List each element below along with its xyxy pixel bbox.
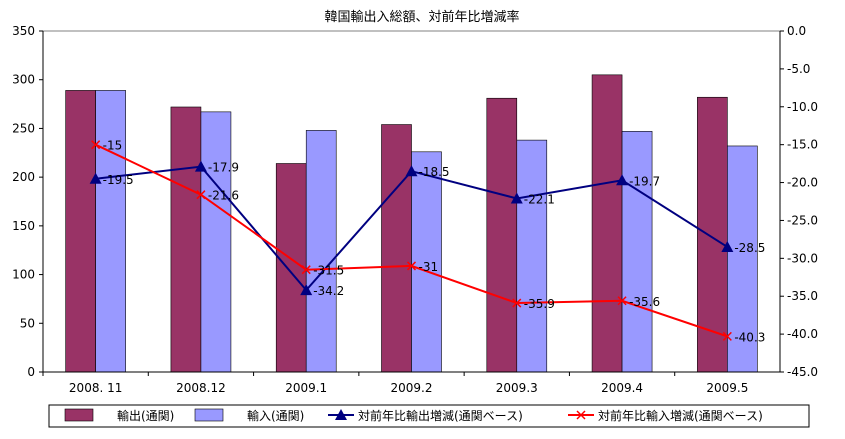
left-axis-tick-label: 350 (12, 24, 35, 38)
legend-x-marker (576, 410, 586, 420)
left-axis-tick-label: 200 (12, 170, 35, 184)
x-marker (301, 265, 311, 275)
x-marker (617, 296, 627, 306)
data-label: -31.5 (313, 264, 344, 278)
data-label: -22.1 (524, 192, 555, 206)
bar-import (516, 139, 548, 373)
bar-import (305, 130, 337, 373)
data-label: -15 (103, 139, 123, 153)
data-label: -28.5 (734, 241, 765, 255)
x-axis-tick-label: 2009.5 (706, 381, 748, 395)
x-axis-tick-label: 2009.4 (601, 381, 643, 395)
triangle-marker (405, 165, 418, 177)
data-label: -18.5 (419, 165, 450, 179)
bar-export (591, 74, 623, 373)
x-axis-tick-label: 2008.12 (176, 381, 226, 395)
x-axis-tick-label: 2008. 11 (69, 381, 122, 395)
x-axis-tick-label: 2009.2 (391, 381, 433, 395)
legend-label: 対前年比輸出増減(通関ベース) (358, 408, 523, 423)
bar-export (697, 96, 728, 373)
left-axis-tick-label: 100 (12, 268, 35, 282)
right-axis-tick-label: -45.0 (787, 365, 818, 379)
triangle-marker (194, 160, 207, 172)
bar-export (275, 163, 307, 373)
right-axis-tick-label: -10.0 (787, 100, 818, 114)
x-marker (406, 261, 417, 271)
x-marker (722, 331, 732, 341)
right-axis-tick-label: -25.0 (787, 213, 818, 227)
legend-triangle-marker (335, 409, 347, 420)
right-axis-tick-label: -20.0 (787, 176, 818, 190)
bar-import (727, 145, 758, 373)
bar-export (65, 90, 96, 373)
bar-import (621, 131, 653, 373)
triangle-marker (616, 174, 629, 186)
legend-label: 輸入(通関) (247, 408, 304, 423)
bar-import (200, 111, 232, 373)
triangle-marker (721, 240, 734, 252)
right-axis-tick-label: -35.0 (787, 289, 818, 303)
data-label: -31 (419, 260, 439, 274)
right-axis-tick-label: -5.0 (787, 62, 810, 76)
x-marker (512, 298, 522, 308)
data-label: -19.5 (103, 173, 134, 187)
triangle-marker (510, 192, 523, 204)
data-label: -19.7 (629, 174, 660, 188)
left-axis-tick-label: 0 (27, 365, 35, 379)
bar-export (486, 97, 518, 373)
triangle-marker (89, 172, 102, 184)
left-axis-tick-label: 50 (20, 316, 35, 330)
x-marker (91, 140, 101, 150)
data-label: -21.6 (208, 189, 239, 203)
legend-swatch (64, 408, 94, 422)
chart-title: 韓国輸出入総額、対前年比増減率 (324, 9, 519, 25)
left-axis-tick-label: 150 (12, 219, 35, 233)
bar-export (170, 106, 202, 373)
legend-label: 対前年比輸入増減(通関ベース) (598, 408, 763, 423)
legend-box (48, 404, 810, 428)
x-marker (196, 190, 206, 200)
left-axis-tick-label: 250 (12, 121, 35, 135)
bar-import (95, 90, 126, 373)
data-label: -35.6 (629, 295, 660, 309)
bar-export (381, 124, 412, 373)
data-label: -17.9 (208, 161, 239, 175)
x-axis-tick-label: 2009.1 (285, 381, 327, 395)
bar-import (411, 151, 442, 373)
right-axis-tick-label: -30.0 (787, 251, 818, 265)
data-label: -40.3 (734, 330, 765, 344)
data-label: -34.2 (313, 284, 344, 298)
legend-swatch (194, 408, 224, 422)
x-axis-tick-label: 2009.3 (496, 381, 538, 395)
legend: 輸出(通関) 輸入(通関) 対前年比輸出増減(通関ベース) 対前年比輸入増減(通関ベー… (48, 404, 810, 428)
left-axis-tick-label: 300 (12, 73, 35, 87)
right-axis-tick-label: -40.0 (787, 327, 818, 341)
right-axis-tick-label: -15.0 (787, 138, 818, 152)
legend-label: 輸出(通関) (117, 408, 174, 423)
data-label: -35.9 (524, 297, 555, 311)
right-axis-tick-label: 0.0 (787, 24, 806, 38)
triangle-marker (300, 284, 313, 296)
